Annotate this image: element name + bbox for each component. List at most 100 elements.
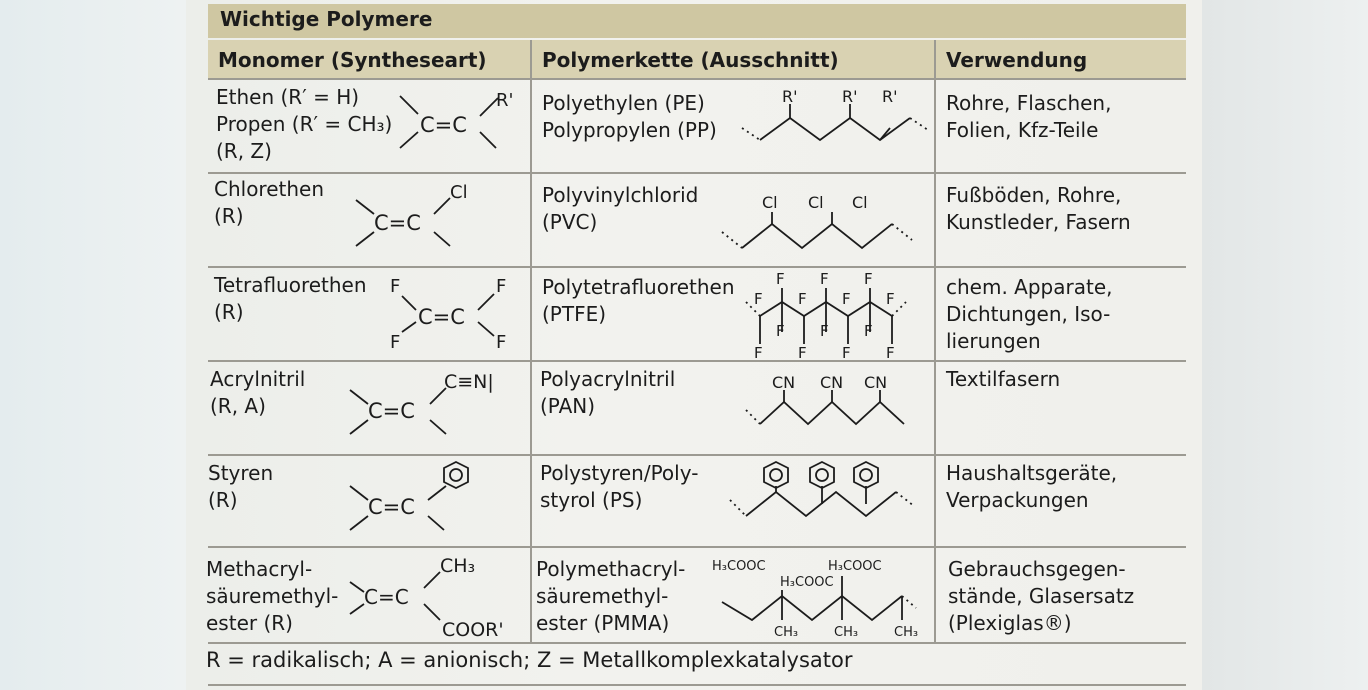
chain-formula: Cl Cl Cl xyxy=(721,193,913,250)
row-divider xyxy=(208,642,1186,644)
chain-substituent: F xyxy=(754,290,763,308)
textbook-page: Wichtige Polymere Monomer (Syntheseart) … xyxy=(186,0,1202,690)
chain-formula: R' R' R' xyxy=(741,87,929,142)
chain-substituent: F xyxy=(864,322,873,340)
header-chain: Polymerkette (Ausschnitt) xyxy=(542,48,839,72)
substituent-label: R' xyxy=(496,90,513,111)
row-divider xyxy=(208,172,1186,174)
substituent-label: CH₃ xyxy=(440,555,475,577)
chain-substituent: R' xyxy=(882,87,898,106)
benzene-ring-icon xyxy=(809,460,835,490)
chain-substituent: F xyxy=(754,344,763,362)
monomer-name: Methacryl- säuremethyl- ester (R) xyxy=(206,557,339,635)
column-divider xyxy=(530,40,532,642)
double-bond-label: C=C xyxy=(364,585,409,609)
benzene-ring-icon xyxy=(853,460,879,490)
chain-substituent: F xyxy=(886,344,895,362)
chain-substituent: F xyxy=(864,270,873,288)
use-text: Textilfasern xyxy=(946,367,1061,391)
chain-substituent: CH₃ xyxy=(894,625,918,640)
chain-substituent: CH₃ xyxy=(774,625,798,640)
table-title: Wichtige Polymere xyxy=(220,7,433,31)
monomer-name: Chlorethen (R) xyxy=(214,177,325,228)
use-text: Fußböden, Rohre, Kunstleder, Fasern xyxy=(946,183,1131,234)
chain-substituent: F xyxy=(776,322,785,340)
use-text: Haushaltsgeräte, Verpackungen xyxy=(946,461,1118,512)
chain-substituent: F xyxy=(886,290,895,308)
use-text: Rohre, Flaschen, Folien, Kfz-Teile xyxy=(946,91,1112,142)
chain-formula xyxy=(729,460,915,518)
monomer-name: Tetrafluorethen (R) xyxy=(214,273,367,324)
benzene-ring-icon xyxy=(443,460,469,490)
table-title-band xyxy=(208,4,1186,38)
chain-formula: CN CN CN xyxy=(745,373,905,426)
monomer-name: Acrylnitril (R, A) xyxy=(210,367,306,418)
benzene-ring-icon xyxy=(763,460,789,490)
double-bond-label: C=C xyxy=(368,399,415,423)
polymer-name: Polytetrafluorethen (PTFE) xyxy=(542,275,735,326)
chain-substituent: F xyxy=(776,270,785,288)
row-divider xyxy=(208,266,1186,268)
polymer-name: Polymethacryl- säuremethyl- ester (PMMA) xyxy=(536,557,686,635)
double-bond-label: C=C xyxy=(420,113,467,137)
benzene-ring-icon xyxy=(449,468,463,482)
chain-substituent: H₃COOC xyxy=(712,559,766,574)
chain-substituent: F xyxy=(820,270,829,288)
chain-substituent: CH₃ xyxy=(834,625,858,640)
use-text: chem. Apparate, Dichtungen, Iso- lierung… xyxy=(946,275,1113,353)
chain-substituent: F xyxy=(798,290,807,308)
double-bond-label: C=C xyxy=(368,495,415,519)
book-left-margin xyxy=(0,0,186,690)
substituent-label: C≡N| xyxy=(444,371,494,393)
substituent-label: F xyxy=(390,332,400,353)
chain-substituent: R' xyxy=(782,87,798,106)
benzene-ring-icon xyxy=(769,468,783,482)
chain-substituent: Cl xyxy=(852,193,868,212)
double-bond-label: C=C xyxy=(374,211,421,235)
chain-substituent: F xyxy=(798,344,807,362)
chain-formula: F F F F F F F F F F F F F F xyxy=(745,270,907,362)
chain-substituent: Cl xyxy=(808,193,824,212)
benzene-ring-icon xyxy=(859,468,873,482)
header-use: Verwendung xyxy=(946,48,1088,72)
chain-substituent: CN xyxy=(820,373,843,392)
polymer-name: Polyvinylchlorid (PVC) xyxy=(542,183,699,234)
benzene-ring-icon xyxy=(815,468,829,482)
chain-substituent: H₃COOC xyxy=(780,575,834,590)
substituent-label: F xyxy=(496,276,506,297)
substituent-label: F xyxy=(390,276,400,297)
chain-substituent: Cl xyxy=(762,193,778,212)
substituent-label: Cl xyxy=(450,182,468,203)
chain-substituent: CN xyxy=(772,373,795,392)
monomer-formula: F F C=C F F xyxy=(390,276,506,353)
monomer-name: Styren (R) xyxy=(208,461,274,512)
monomer-formula: C=C Cl xyxy=(355,182,468,247)
monomer-formula: C=C C≡N| xyxy=(349,371,494,435)
chain-substituent: H₃COOC xyxy=(828,559,882,574)
header-monomer: Monomer (Syntheseart) xyxy=(218,48,487,72)
chain-substituent: F xyxy=(820,322,829,340)
table-header-band xyxy=(208,40,1186,78)
monomer-formula: C=C R' xyxy=(399,90,513,149)
chain-substituent: CN xyxy=(864,373,887,392)
polymer-name: Polyethylen (PE) Polypropylen (PP) xyxy=(542,91,717,142)
row-divider xyxy=(208,546,1186,548)
double-bond-label: C=C xyxy=(418,305,465,329)
use-text: Gebrauchsgegen- stände, Glasersatz (Plex… xyxy=(948,557,1135,635)
column-divider xyxy=(934,40,936,642)
monomer-formula: C=C xyxy=(349,460,469,531)
chain-formula: H₃COOC H₃COOC H₃COOC CH₃ CH₃ CH₃ xyxy=(712,559,918,640)
chain-substituent: F xyxy=(842,290,851,308)
polymer-name: Polystyren/Poly- styrol (PS) xyxy=(540,461,699,512)
table-bottom-rule xyxy=(208,684,1186,686)
table-footnote: R = radikalisch; A = anionisch; Z = Meta… xyxy=(206,648,853,672)
substituent-label: COOR' xyxy=(442,619,504,641)
chain-substituent: R' xyxy=(842,87,858,106)
row-divider xyxy=(208,360,1186,362)
substituent-label: F xyxy=(496,332,506,353)
row-divider xyxy=(208,454,1186,456)
monomer-name: Ethen (R′ = H) Propen (R′ = CH₃) (R, Z) xyxy=(216,85,393,163)
polymer-name: Polyacrylnitril (PAN) xyxy=(540,367,676,418)
book-right-margin xyxy=(1202,0,1368,690)
row-divider xyxy=(208,78,1186,80)
